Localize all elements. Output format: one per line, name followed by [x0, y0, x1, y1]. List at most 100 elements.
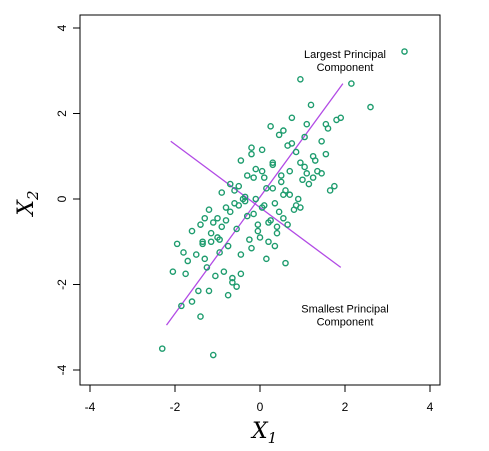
data-point [348, 80, 355, 87]
data-point [237, 157, 245, 164]
data-point [277, 178, 285, 186]
data-point [222, 217, 230, 224]
data-point [280, 191, 287, 199]
data-point [216, 249, 223, 256]
data-point [226, 208, 234, 216]
data-point [207, 229, 215, 237]
data-point [233, 283, 240, 290]
data-point [286, 167, 294, 175]
data-point [299, 176, 306, 184]
data-point [263, 185, 270, 192]
y-axis-title-sub: 2 [24, 190, 42, 201]
data-point [267, 123, 274, 130]
data-point [297, 204, 304, 211]
data-point [229, 279, 236, 286]
data-point [188, 298, 196, 305]
data-point [322, 150, 330, 158]
data-point [292, 148, 300, 156]
x-axis-title: X1 [250, 419, 277, 447]
data-point [233, 225, 240, 233]
data-point [248, 150, 255, 158]
data-point [271, 199, 279, 207]
data-point [218, 223, 226, 231]
data-point [267, 217, 274, 224]
data-point [271, 242, 279, 250]
x-tick-label: -4 [85, 400, 96, 414]
data-point [248, 144, 255, 151]
data-point [303, 170, 311, 177]
x-axis-title-sub: 1 [268, 429, 278, 447]
data-point [224, 291, 232, 299]
data-point [205, 206, 213, 213]
data-point [184, 257, 192, 265]
data-point [269, 159, 277, 166]
data-point [209, 351, 217, 359]
y-tick-label: -2 [55, 279, 69, 290]
data-point [248, 244, 255, 252]
data-point [286, 191, 294, 199]
data-point [237, 251, 245, 258]
data-point [401, 48, 408, 55]
data-point [229, 274, 236, 282]
y-tick-label: 0 [55, 195, 69, 202]
data-point [197, 221, 204, 228]
data-point [205, 287, 213, 295]
data-point [282, 259, 289, 267]
data-point [311, 157, 319, 164]
data-point [301, 133, 308, 141]
data-point [173, 240, 181, 248]
data-point [331, 182, 338, 190]
principal-component-lines [165, 83, 344, 326]
data-point [158, 345, 166, 352]
data-point [324, 125, 332, 132]
annotation-text: Component [317, 316, 374, 328]
data-point [326, 187, 334, 194]
data-point [250, 210, 257, 218]
data-point [318, 137, 325, 145]
data-point [178, 302, 185, 310]
data-point [288, 114, 296, 122]
data-point [284, 142, 291, 149]
data-point [252, 165, 260, 173]
y-tick-label: 2 [55, 110, 69, 117]
data-point [212, 272, 219, 280]
data-point [303, 120, 311, 128]
data-point [224, 242, 232, 250]
data-point [201, 255, 209, 263]
data-point [250, 174, 257, 181]
data-point [309, 174, 317, 181]
data-point [258, 146, 266, 154]
y-axis-title-main: X [14, 199, 39, 218]
data-point [216, 236, 223, 243]
data-point [252, 195, 260, 203]
data-point [188, 227, 196, 235]
data-point [169, 268, 177, 275]
data-point [195, 287, 202, 295]
x-tick-label: -2 [170, 400, 181, 414]
smallest-principal-component-line [170, 140, 342, 268]
data-point [273, 223, 281, 231]
data-point [209, 219, 217, 226]
data-point [337, 114, 345, 122]
y-axis: -4 -2 0 2 4 [55, 24, 81, 375]
data-point [237, 270, 245, 278]
x-axis: -4 -2 0 2 4 [85, 384, 434, 414]
data-point [284, 221, 291, 228]
data-point [280, 214, 287, 222]
data-point [222, 204, 230, 211]
data-point [269, 185, 277, 192]
data-point [246, 236, 253, 243]
data-point [201, 214, 209, 222]
data-point [280, 127, 287, 134]
data-point [192, 251, 200, 258]
annotation-text: Largest Principal [304, 49, 386, 61]
y-axis-title: X2 [14, 190, 42, 217]
data-point [367, 103, 374, 111]
data-point [254, 221, 262, 228]
data-point [275, 208, 283, 216]
data-point [301, 163, 308, 171]
data-point [220, 268, 228, 275]
data-point [318, 170, 325, 177]
data-point [273, 229, 281, 237]
